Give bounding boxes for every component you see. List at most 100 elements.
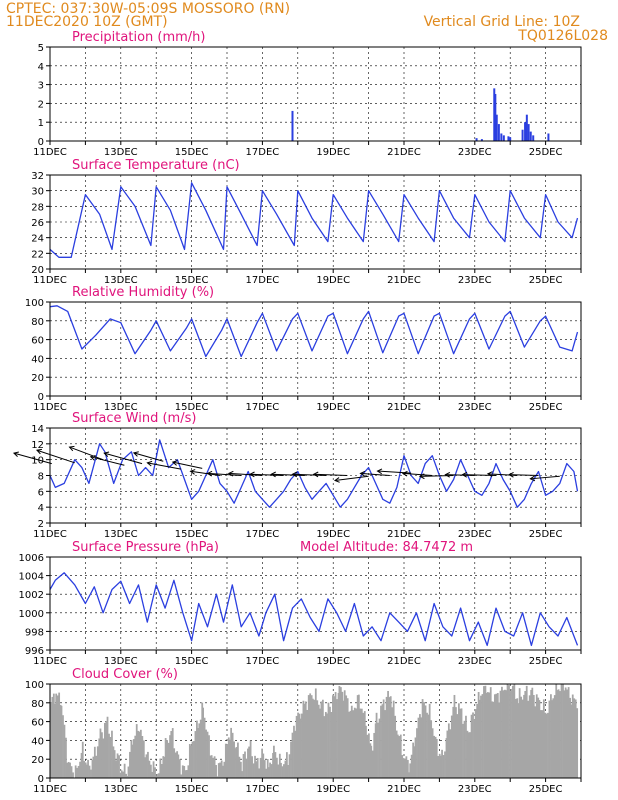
cloud-bar bbox=[496, 693, 499, 778]
cloud-bar bbox=[223, 761, 226, 778]
cloud-bar bbox=[389, 696, 392, 778]
x-tick-label: 13DEC bbox=[104, 529, 138, 540]
cloud-bar bbox=[230, 727, 233, 778]
cloud-bar bbox=[265, 768, 268, 778]
precip-bar bbox=[529, 131, 532, 141]
cloud-bar bbox=[141, 736, 144, 778]
wind-arrow bbox=[334, 475, 369, 481]
cloud-bar bbox=[466, 730, 469, 778]
panel-frame bbox=[49, 46, 582, 142]
cloud-bar bbox=[129, 751, 131, 778]
wind-arrowhead bbox=[248, 471, 255, 478]
cloud-bar bbox=[154, 767, 156, 778]
wind-arrowhead bbox=[189, 469, 196, 475]
cloud-bar bbox=[222, 765, 225, 778]
cloud-bar bbox=[509, 691, 512, 778]
y-tick-label: 1 bbox=[38, 118, 44, 129]
cloud-bar bbox=[185, 770, 188, 778]
cloud-bar bbox=[99, 728, 102, 778]
cloud-bar bbox=[249, 740, 252, 778]
cloud-bar bbox=[183, 765, 186, 778]
cloud-bar bbox=[277, 764, 280, 778]
cloud-bar bbox=[394, 715, 397, 778]
y-tick-label: 100 bbox=[25, 298, 44, 309]
cloud-bar bbox=[541, 710, 544, 778]
cloud-bar bbox=[80, 752, 83, 778]
cloud-bar bbox=[251, 756, 253, 778]
y-tick-label: 4 bbox=[38, 62, 44, 73]
wind-arrow bbox=[509, 474, 539, 476]
cloud-bar bbox=[388, 697, 391, 778]
cloud-bar bbox=[472, 712, 474, 778]
cloud-bar bbox=[72, 772, 74, 778]
x-tick-label: 25DEC bbox=[529, 402, 563, 413]
cloud-bar bbox=[77, 765, 80, 778]
header-grid-note: Vertical Grid Line: 10Z bbox=[424, 14, 580, 30]
cloud-bar bbox=[178, 759, 181, 778]
cloud-bar bbox=[311, 698, 314, 778]
cloud-bar bbox=[511, 685, 514, 778]
cloud-bar bbox=[476, 703, 479, 778]
x-tick-label: 23DEC bbox=[458, 147, 492, 158]
cloud-bar bbox=[521, 699, 524, 778]
cloud-bar bbox=[545, 713, 548, 778]
cloud-bar bbox=[213, 756, 216, 778]
cloud-bar bbox=[283, 764, 285, 778]
cloud-bar bbox=[396, 734, 399, 778]
cloud-bar bbox=[215, 765, 217, 778]
x-tick-label: 21DEC bbox=[387, 656, 421, 667]
y-tick-label: 1006 bbox=[19, 553, 44, 564]
wind-arrowhead bbox=[12, 451, 19, 457]
cloud-bar bbox=[56, 695, 59, 778]
cloud-bar bbox=[404, 758, 406, 778]
cloud-bar bbox=[203, 717, 206, 778]
y-tick-label: 2 bbox=[38, 519, 44, 530]
cloud-bar bbox=[380, 705, 382, 778]
y-tick-label: 5 bbox=[38, 43, 44, 54]
header-run-time: 11DEC2020 10Z (GMT) bbox=[6, 14, 168, 30]
cloud-bar bbox=[109, 736, 112, 778]
cloud-bar bbox=[190, 745, 193, 778]
cloud-bar bbox=[176, 751, 179, 778]
cloud-bar bbox=[263, 760, 266, 778]
cloud-bar bbox=[371, 750, 374, 778]
cloud-bar bbox=[293, 725, 295, 778]
cloud-bar bbox=[74, 765, 77, 778]
cloud-bar bbox=[548, 700, 551, 778]
cloud-bar bbox=[62, 715, 64, 778]
cloud-bar bbox=[542, 699, 545, 778]
cloud-bar bbox=[414, 737, 417, 778]
panel-title: Surface Pressure (hPa) bbox=[72, 540, 219, 555]
header-location: CPTEC: 037:30W-05:09S MOSSORO (RN) bbox=[6, 1, 290, 17]
y-tick-label: 1004 bbox=[19, 572, 44, 583]
cloud-bar bbox=[287, 764, 289, 778]
precip-bar bbox=[500, 133, 503, 141]
x-tick-label: 21DEC bbox=[387, 784, 421, 795]
cloud-bar bbox=[88, 765, 91, 778]
cloud-bar bbox=[544, 712, 547, 778]
cloud-bar bbox=[571, 694, 574, 778]
cloud-bar bbox=[370, 745, 373, 778]
cloud-bar bbox=[228, 739, 231, 778]
wind-arrow bbox=[207, 472, 242, 476]
cloud-bar bbox=[333, 696, 335, 778]
y-tick-label: 40 bbox=[31, 354, 44, 365]
cloud-bar bbox=[330, 712, 333, 778]
wind-arrowhead bbox=[359, 470, 366, 477]
cloud-bar bbox=[96, 746, 99, 778]
x-tick-label: 19DEC bbox=[316, 402, 350, 413]
cloud-bar bbox=[435, 738, 438, 778]
cloud-bar bbox=[573, 698, 576, 778]
cloud-bar bbox=[159, 758, 162, 778]
cloud-bar bbox=[570, 704, 573, 778]
cloud-bar bbox=[231, 732, 234, 778]
cloud-bar bbox=[169, 735, 171, 778]
y-tick-label: 24 bbox=[31, 234, 44, 245]
cloud-bar bbox=[346, 698, 349, 778]
x-tick-label: 15DEC bbox=[175, 402, 209, 413]
cloud-bar bbox=[492, 701, 495, 778]
wind-arrow bbox=[250, 473, 284, 476]
wind-arrowhead bbox=[444, 471, 451, 478]
cloud-bar bbox=[242, 754, 245, 778]
cloud-bar bbox=[212, 757, 215, 778]
